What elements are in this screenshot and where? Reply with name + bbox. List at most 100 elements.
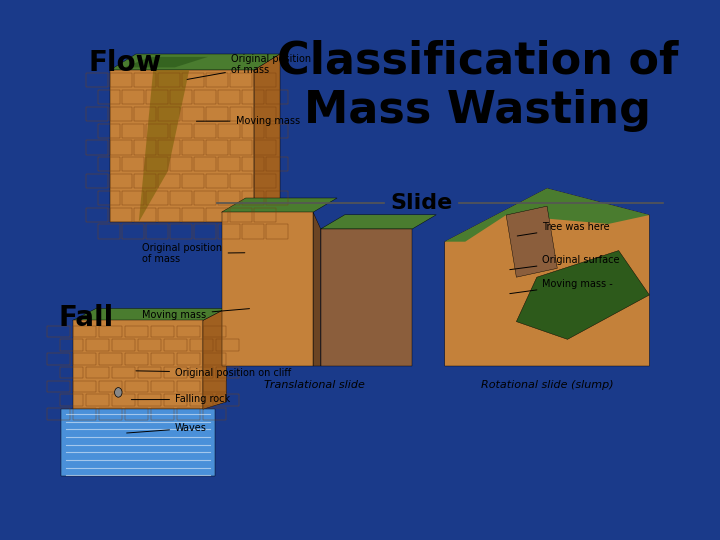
Text: Fall: Fall — [59, 303, 114, 332]
Bar — [177, 326, 200, 338]
Bar — [98, 225, 120, 239]
Text: Translational slide: Translational slide — [264, 380, 365, 390]
Bar — [158, 107, 179, 121]
Bar — [122, 157, 143, 172]
Bar — [242, 191, 264, 205]
Bar — [158, 140, 179, 154]
Bar — [47, 326, 70, 338]
Bar — [242, 225, 264, 239]
Bar — [218, 191, 240, 205]
Bar — [254, 107, 276, 121]
Bar — [134, 207, 156, 222]
Ellipse shape — [114, 388, 122, 397]
Text: Classification of
Mass Wasting: Classification of Mass Wasting — [276, 39, 678, 132]
Polygon shape — [73, 321, 203, 409]
Bar — [254, 174, 276, 188]
Text: Waves: Waves — [127, 423, 207, 433]
Polygon shape — [320, 215, 436, 229]
Text: Moving mass: Moving mass — [143, 309, 249, 320]
Bar — [230, 73, 252, 87]
Bar — [134, 174, 156, 188]
Text: Rotational slide (slump): Rotational slide (slump) — [481, 380, 613, 390]
Polygon shape — [313, 212, 320, 366]
Bar — [86, 174, 107, 188]
Bar — [125, 408, 148, 420]
Bar — [216, 367, 240, 379]
Bar — [122, 90, 143, 104]
Bar — [134, 73, 156, 87]
Text: Tree was here: Tree was here — [517, 222, 610, 236]
Text: Flow: Flow — [89, 49, 162, 77]
Bar — [146, 124, 168, 138]
Bar — [146, 191, 168, 205]
Polygon shape — [139, 70, 189, 222]
Bar — [125, 326, 148, 338]
Bar — [73, 381, 96, 392]
Text: Original position
of mass: Original position of mass — [187, 53, 311, 79]
Bar — [47, 408, 70, 420]
Bar — [230, 174, 252, 188]
Bar — [98, 191, 120, 205]
Bar — [98, 124, 120, 138]
Bar — [138, 367, 161, 379]
Bar — [194, 124, 216, 138]
Bar — [146, 90, 168, 104]
Bar — [182, 174, 204, 188]
Bar — [110, 174, 132, 188]
Text: Moving mass -: Moving mass - — [510, 279, 613, 294]
Text: Original surface: Original surface — [510, 255, 620, 269]
Bar — [86, 140, 107, 154]
Bar — [151, 408, 174, 420]
Polygon shape — [516, 251, 649, 339]
Bar — [60, 394, 84, 406]
Bar — [112, 340, 135, 351]
Bar — [203, 353, 226, 365]
Bar — [218, 225, 240, 239]
Bar — [151, 353, 174, 365]
Polygon shape — [506, 206, 557, 277]
Bar — [170, 90, 192, 104]
Bar — [164, 394, 187, 406]
Bar — [266, 90, 288, 104]
Bar — [60, 367, 84, 379]
Bar — [99, 326, 122, 338]
Text: Slide: Slide — [390, 193, 453, 213]
Bar — [86, 394, 109, 406]
Polygon shape — [110, 54, 280, 70]
Bar — [99, 353, 122, 365]
Bar — [110, 107, 132, 121]
Bar — [146, 157, 168, 172]
Bar — [138, 340, 161, 351]
Bar — [206, 107, 228, 121]
Bar — [230, 140, 252, 154]
Bar — [254, 73, 276, 87]
Bar — [86, 340, 109, 351]
Bar — [266, 124, 288, 138]
Bar — [266, 191, 288, 205]
Polygon shape — [222, 212, 313, 366]
Bar — [134, 140, 156, 154]
Bar — [206, 140, 228, 154]
Bar — [170, 157, 192, 172]
Bar — [170, 191, 192, 205]
Bar — [98, 157, 120, 172]
Bar — [110, 73, 132, 87]
Bar — [218, 124, 240, 138]
Bar — [177, 408, 200, 420]
Bar — [182, 207, 204, 222]
Bar — [125, 353, 148, 365]
Bar — [98, 90, 120, 104]
Bar — [112, 394, 135, 406]
Bar — [138, 394, 161, 406]
Bar — [151, 326, 174, 338]
Bar — [190, 367, 213, 379]
Text: Original position
of mass: Original position of mass — [143, 242, 245, 264]
Bar — [158, 73, 179, 87]
Text: Original position on cliff: Original position on cliff — [136, 368, 291, 377]
Polygon shape — [445, 188, 649, 366]
Bar — [216, 394, 240, 406]
Bar — [146, 225, 168, 239]
Bar — [177, 381, 200, 392]
Bar — [194, 90, 216, 104]
Bar — [194, 225, 216, 239]
